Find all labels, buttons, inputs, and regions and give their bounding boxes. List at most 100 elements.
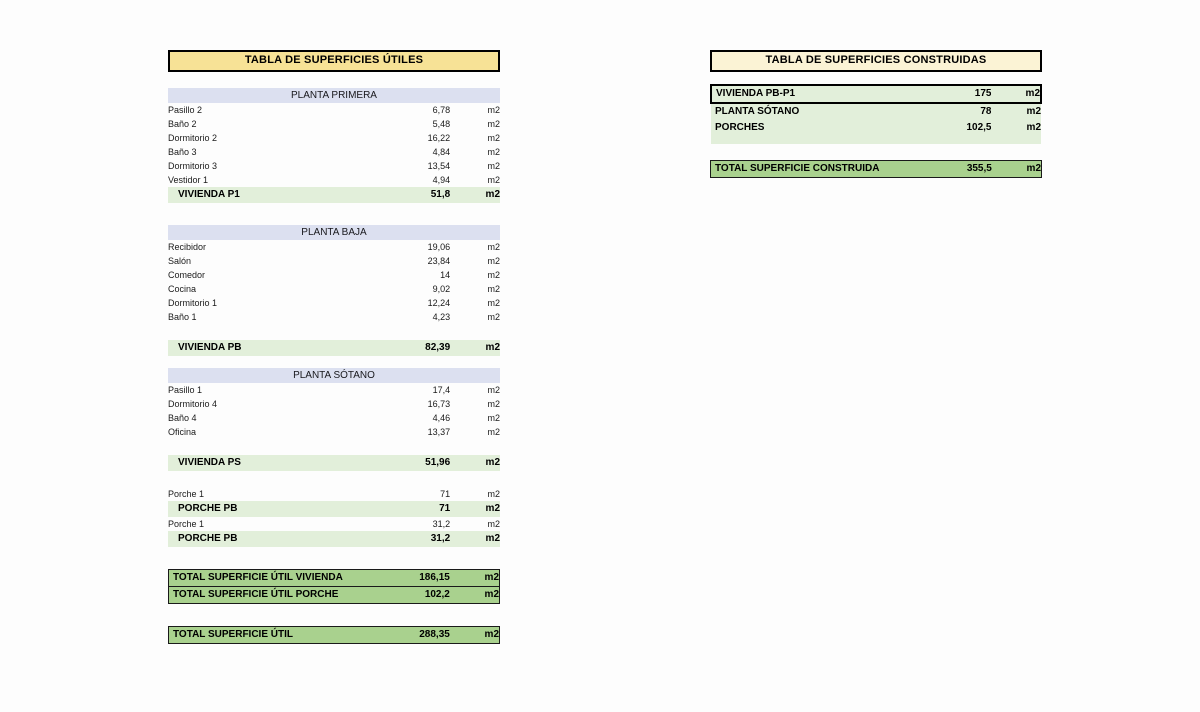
row-unit: m2: [487, 256, 500, 266]
spacer: [710, 144, 1042, 160]
table-row: Dormitorio 3 13,54 m2: [168, 159, 500, 173]
subtotal-label: PORCHE PB: [168, 531, 361, 547]
section-band: PLANTA SÓTANO: [168, 368, 500, 383]
row-label: Dormitorio 1: [168, 298, 218, 308]
section-porches: Porche 1 71 m2 PORCHE PB 71 m2 Porche 1 …: [168, 487, 500, 547]
subtotal-value: 51,8: [360, 187, 451, 203]
grand-total-row: TOTAL SUPERFICIE ÚTIL 288,35 m2: [168, 626, 500, 644]
spacer: [168, 356, 500, 368]
row-unit: m2: [991, 120, 1041, 136]
row-label: Oficina: [168, 427, 197, 437]
row-unit: m2: [487, 133, 500, 143]
row-label: Pasillo 2: [168, 105, 203, 115]
row-label: Baño 2: [168, 119, 197, 129]
row-label: Recibidor: [168, 242, 207, 252]
row-unit: m2: [487, 519, 500, 529]
table-row: Oficina 13,37 m2: [168, 425, 500, 439]
row-value: 4,46: [432, 413, 451, 423]
row-label: Salón: [168, 256, 192, 266]
section-planta-baja: PLANTA BAJA Recibidor 19,06 m2 Salón 23,…: [168, 225, 500, 356]
table-utiles-title: TABLA DE SUPERFICIES ÚTILES: [168, 50, 500, 72]
total-value: 102,2: [360, 586, 450, 604]
grand-total-value: 355,5: [902, 160, 992, 178]
table-row: Baño 2 5,48 m2: [168, 117, 500, 131]
table-row: Baño 4 4,46 m2: [168, 411, 500, 425]
grand-total-unit: m2: [449, 626, 500, 644]
row-unit: m2: [487, 427, 500, 437]
total-label: TOTAL SUPERFICIE ÚTIL VIVIENDA: [168, 569, 361, 587]
row-unit: m2: [487, 489, 500, 499]
row-label: Comedor: [168, 270, 206, 280]
row-unit: m2: [487, 413, 500, 423]
row-label: Pasillo 1: [168, 385, 203, 395]
row-unit: m2: [487, 175, 500, 185]
row-unit: m2: [487, 270, 500, 280]
subtotal-unit: m2: [450, 455, 500, 471]
row-value: 5,48: [432, 119, 451, 129]
total-row-porche: TOTAL SUPERFICIE ÚTIL PORCHE 102,2 m2: [168, 586, 500, 604]
grand-total-label: TOTAL SUPERFICIE ÚTIL: [168, 626, 361, 644]
subtotal-row-vivienda-p1: VIVIENDA P1 51,8 m2: [168, 187, 500, 203]
table-row: Salón 23,84 m2: [168, 254, 500, 268]
table-row: Comedor 14 m2: [168, 268, 500, 282]
row-value: 175: [902, 84, 992, 104]
total-unit: m2: [449, 586, 500, 604]
row-value: 6,78: [432, 105, 451, 115]
table-row: Baño 1 4,23 m2: [168, 310, 500, 324]
table-row: Cocina 9,02 m2: [168, 282, 500, 296]
table-superficies-construidas: TABLA DE SUPERFICIES CONSTRUIDAS VIVIEND…: [709, 50, 1042, 178]
subtotal-value: 51,96: [360, 455, 451, 471]
row-label: Dormitorio 3: [168, 161, 218, 171]
table-row: Dormitorio 1 12,24 m2: [168, 296, 500, 310]
subtotal-unit: m2: [450, 531, 500, 547]
row-value: 17,4: [432, 385, 451, 395]
subtotal-value: 82,39: [360, 340, 451, 356]
row-value: 12,24: [427, 298, 451, 308]
row-label: Baño 3: [168, 147, 197, 157]
section-band: PLANTA PRIMERA: [168, 88, 500, 103]
row-unit: m2: [487, 385, 500, 395]
row-value: 13,54: [427, 161, 451, 171]
subtotal-row-porche-pb: PORCHE PB 71 m2: [168, 501, 500, 517]
spacer: [168, 471, 500, 487]
row-unit: m2: [487, 119, 500, 129]
total-value: 186,15: [360, 569, 450, 587]
row-label: Porche 1: [168, 519, 205, 529]
row-value: 23,84: [427, 256, 451, 266]
table-row: Pasillo 2 6,78 m2: [168, 103, 500, 117]
row-value: 78: [902, 103, 992, 120]
row-label: Vestidor 1: [168, 175, 209, 185]
row-planta-sotano: PLANTA SÓTANO 78 m2: [711, 103, 1041, 120]
row-unit: m2: [487, 298, 500, 308]
spacer: [168, 203, 500, 225]
blank-row: [168, 324, 500, 340]
subtotal-label: VIVIENDA P1: [168, 187, 361, 203]
spacer: [168, 547, 500, 569]
row-value: 71: [440, 489, 451, 499]
subtotal-unit: m2: [450, 501, 500, 517]
row-value: 9,02: [432, 284, 451, 294]
grand-total-utiles: TOTAL SUPERFICIE ÚTIL 288,35 m2: [168, 626, 500, 644]
row-label: Porche 1: [168, 489, 205, 499]
spacer: [168, 72, 500, 88]
subtotal-value: 31,2: [360, 531, 451, 547]
row-label: VIVIENDA PB-P1: [709, 84, 903, 104]
row-label: PORCHES: [711, 120, 903, 136]
subtotal-label: VIVIENDA PB: [168, 340, 361, 356]
row-value: 19,06: [427, 242, 451, 252]
row-unit: m2: [991, 84, 1042, 104]
subtotal-value: 71: [360, 501, 451, 517]
construidas-rows: VIVIENDA PB-P1 175 m2 PLANTA SÓTANO 78 m…: [709, 84, 1042, 144]
section-band-label: PLANTA PRIMERA: [168, 88, 500, 103]
table-row: Porche 1 71 m2: [168, 487, 500, 501]
table-row: Dormitorio 2 16,22 m2: [168, 131, 500, 145]
row-value: 31,2: [432, 519, 451, 529]
grand-total-row: TOTAL SUPERFICIE CONSTRUIDA 355,5 m2: [710, 160, 1042, 178]
subtotal-unit: m2: [450, 187, 500, 203]
row-label: Baño 1: [168, 312, 197, 322]
totals-group: TOTAL SUPERFICIE ÚTIL VIVIENDA 186,15 m2…: [168, 569, 500, 604]
section-band: PLANTA BAJA: [168, 225, 500, 240]
table-superficies-utiles: TABLA DE SUPERFICIES ÚTILES PLANTA PRIME…: [168, 50, 500, 644]
row-unit: m2: [487, 242, 500, 252]
